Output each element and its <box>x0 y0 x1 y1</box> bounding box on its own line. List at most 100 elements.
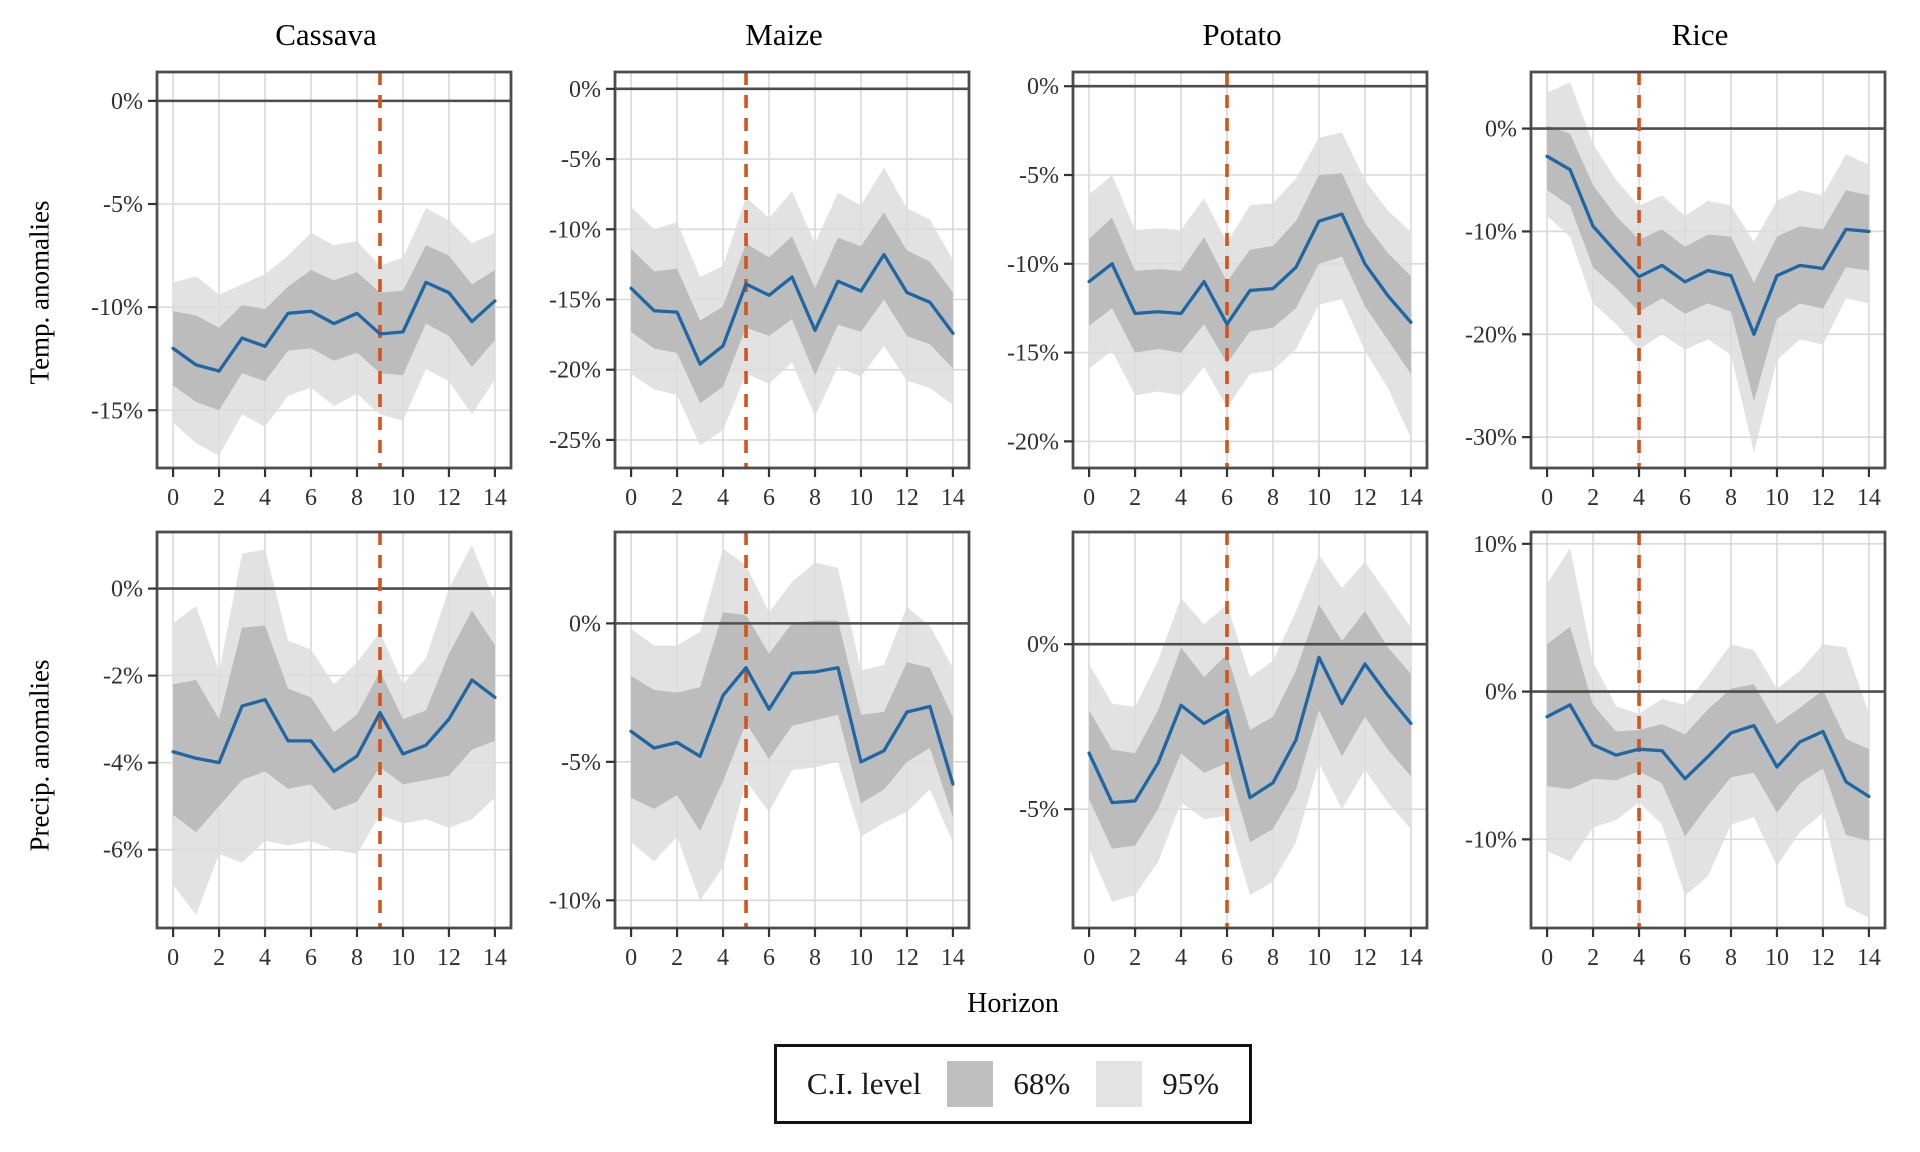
panel-svg-cassava-precip-anomalies: 0% -2% -4% -6% 0 2 4 6 8 10 12 14 <box>103 530 513 971</box>
x-tick-label: 4 <box>1175 945 1187 971</box>
response-line <box>171 280 497 373</box>
x-tick-label: 0 <box>1541 945 1553 971</box>
panel-maize-temp-anomalies: 0% -5% -10% -15% -20% -25% 0 2 4 6 8 10 12 14 <box>524 62 982 522</box>
y-tick-label: -5% <box>561 147 601 173</box>
panel-svg-cassava-temp-anomalies: 0% -5% -10% -15% 0 2 4 6 8 10 12 14 <box>91 70 513 511</box>
x-tick-label: 8 <box>1267 945 1279 971</box>
x-tick-label: 2 <box>1129 945 1141 971</box>
x-tick-label: 14 <box>1399 485 1423 511</box>
panel-svg-potato-temp-anomalies: 0% -5% -10% -15% -20% 0 2 4 6 8 10 12 14 <box>1007 70 1429 511</box>
x-tick-label: 2 <box>1587 945 1599 971</box>
x-tick-label: 2 <box>671 485 683 511</box>
panel-rice-temp-anomalies: 0% -10% -20% -30% 0 2 4 6 8 10 12 14 <box>1440 62 1898 522</box>
legend-swatch-95-icon <box>1096 1061 1143 1107</box>
row-axis-title-temp-anomalies: Temp. anomalies <box>24 199 55 385</box>
x-tick-label: 10 <box>391 485 415 511</box>
x-tick-label: 10 <box>849 485 873 511</box>
y-tick-label: -10% <box>1007 252 1059 278</box>
y-tick-label: -5% <box>561 750 601 776</box>
x-tick-label: 0 <box>167 945 179 971</box>
response-line <box>1087 212 1413 326</box>
x-tick-label: 0 <box>1083 945 1095 971</box>
x-tick-label: 12 <box>437 945 461 971</box>
panel-cassava-temp-anomalies: 0% -5% -10% -15% 0 2 4 6 8 10 12 14 <box>66 62 524 522</box>
x-tick-label: 12 <box>895 945 919 971</box>
x-tick-label: 12 <box>437 485 461 511</box>
panel-border <box>613 530 971 930</box>
legend-swatch-68-icon <box>947 1061 994 1107</box>
x-tick-label: 10 <box>1307 945 1331 971</box>
legend-entry-95: 95% <box>1096 1061 1219 1107</box>
x-tick-label: 8 <box>351 945 363 971</box>
y-tick-label: -6% <box>103 838 143 864</box>
confidence-band-68 <box>1089 604 1411 849</box>
legend-label-95: 95% <box>1162 1066 1220 1101</box>
x-tick-label: 14 <box>941 485 965 511</box>
x-tick-label: 6 <box>305 945 317 971</box>
y-tick-label: -20% <box>549 358 601 384</box>
x-tick-label: 8 <box>809 945 821 971</box>
x-tick-label: 12 <box>1353 485 1377 511</box>
legend-row: C.I. level 68% 95% <box>66 1030 1898 1148</box>
x-tick-label: 0 <box>1083 485 1095 511</box>
x-tick-label: 4 <box>1633 945 1645 971</box>
x-tick-label: 12 <box>1811 945 1835 971</box>
x-tick-label: 8 <box>809 485 821 511</box>
confidence-band-68 <box>173 245 495 411</box>
facet-title-cassava: Cassava <box>275 17 377 52</box>
x-tick-label: 8 <box>1725 945 1737 971</box>
x-tick-label: 6 <box>1221 945 1233 971</box>
y-tick-label: -10% <box>1465 219 1517 245</box>
y-tick-label: 0% <box>111 577 143 603</box>
x-tick-label: 0 <box>625 485 637 511</box>
x-tick-label: 6 <box>763 945 775 971</box>
y-tick-label: -15% <box>91 398 143 424</box>
x-tick-label: 4 <box>259 485 271 511</box>
x-tick-label: 10 <box>1307 485 1331 511</box>
confidence-band-68 <box>1089 173 1411 374</box>
facet-title-rice: Rice <box>1671 17 1729 52</box>
legend-title: C.I. level <box>806 1066 922 1101</box>
panel-potato-temp-anomalies: 0% -5% -10% -15% -20% 0 2 4 6 8 10 12 14 <box>982 62 1440 522</box>
x-tick-label: 4 <box>717 485 729 511</box>
x-tick-label: 14 <box>1857 945 1881 971</box>
x-tick-label: 6 <box>1679 945 1691 971</box>
y-tick-label: -20% <box>1007 429 1059 455</box>
response-line <box>629 252 955 366</box>
x-tick-label: 0 <box>167 485 179 511</box>
x-tick-label: 12 <box>895 485 919 511</box>
x-tick-label: 6 <box>1221 485 1233 511</box>
x-tick-label: 6 <box>1679 485 1691 511</box>
y-tick-label: 0% <box>111 89 143 115</box>
y-tick-label: 0% <box>1485 117 1517 143</box>
y-tick-label: -5% <box>1019 797 1059 823</box>
y-tick-label: -20% <box>1465 322 1517 348</box>
x-tick-label: 4 <box>1175 485 1187 511</box>
response-line <box>1545 703 1871 799</box>
legend-box: C.I. level 68% 95% <box>773 1044 1253 1124</box>
x-tick-label: 10 <box>391 945 415 971</box>
x-tick-label: 10 <box>1765 945 1789 971</box>
y-tick-label: -10% <box>1465 827 1517 853</box>
facet-title-maize: Maize <box>745 17 823 52</box>
panel-cassava-precip-anomalies: 0% -2% -4% -6% 0 2 4 6 8 10 12 14 <box>66 522 524 988</box>
legend-label-68: 68% <box>1013 1066 1071 1101</box>
confidence-band-68 <box>631 612 953 832</box>
x-tick-label: 8 <box>1725 485 1737 511</box>
panel-border <box>1529 530 1887 930</box>
x-tick-label: 0 <box>1541 485 1553 511</box>
y-tick-label: 0% <box>569 611 601 637</box>
x-tick-label: 2 <box>213 485 225 511</box>
x-tick-label: 8 <box>1267 485 1279 511</box>
panel-svg-rice-temp-anomalies: 0% -10% -20% -30% 0 2 4 6 8 10 12 14 <box>1465 70 1887 511</box>
y-tick-label: -15% <box>549 287 601 313</box>
response-line <box>629 666 955 786</box>
y-tick-label: -10% <box>549 217 601 243</box>
x-tick-label: 10 <box>1765 485 1789 511</box>
y-tick-label: -15% <box>1007 341 1059 367</box>
confidence-band-68 <box>173 610 495 833</box>
facet-title-potato: Potato <box>1202 17 1282 52</box>
x-tick-label: 4 <box>717 945 729 971</box>
y-tick-label: -2% <box>103 664 143 690</box>
y-tick-label: -25% <box>549 428 601 454</box>
